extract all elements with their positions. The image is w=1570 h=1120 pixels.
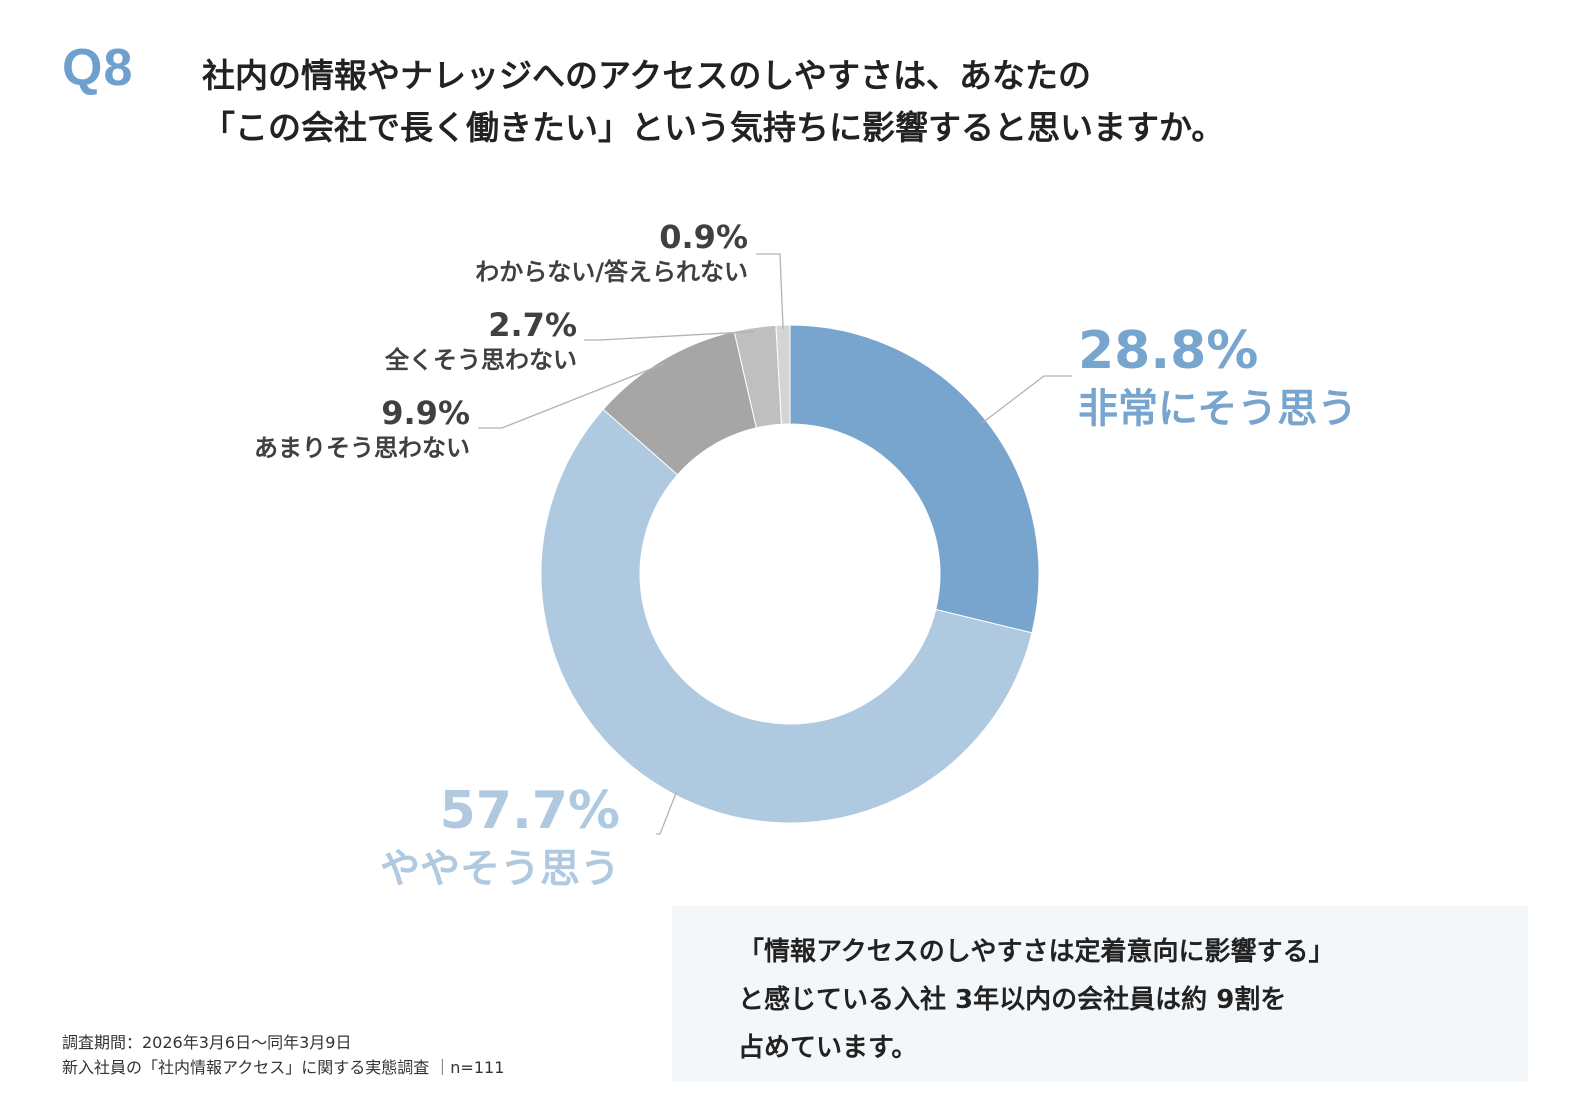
slice-value-label-3: 9.9% xyxy=(381,394,470,432)
slice-value-label-2: 57.7% xyxy=(440,781,620,841)
summary-box: 「情報アクセスのしやすさは定着意向に影響する」 と感じている入社 3年以内の会社… xyxy=(672,906,1528,1082)
slice-category-label-3: あまりそう思わない xyxy=(254,434,470,462)
slice-value-label-4: 2.7% xyxy=(488,306,577,344)
slice-labels: 28.8% 非常にそう思う 57.7% ややそう思う 9.9%あまりそう思わない 2.7%… xyxy=(254,218,1357,892)
donut-slices xyxy=(540,324,1040,824)
question-line-1: 社内の情報やナレッジへのアクセスのしやすさは、あなたの xyxy=(202,56,1092,95)
leader-line-3 xyxy=(478,362,665,429)
survey-period: 調査期間：2026年3月6日～同年3月9日 xyxy=(62,1033,352,1052)
summary-text: 「情報アクセスのしやすさは定着意向に影響する」 と感じている入社 3年以内の会社… xyxy=(738,928,1334,1072)
slice-category-label-2: ややそう思う xyxy=(380,846,620,892)
leader-line-2 xyxy=(656,791,678,835)
leader-line-1 xyxy=(982,375,1072,424)
summary-line-2: と感じている入社 3年以内の会社員は約 9割を xyxy=(738,985,1287,1015)
survey-name: 新入社員の「社内情報アクセス」に関する実態調査 ｜n=111 xyxy=(62,1058,505,1077)
footnote: 調査期間：2026年3月6日～同年3月9日 新入社員の「社内情報アクセス」に関す… xyxy=(62,1030,504,1080)
slice-2 xyxy=(540,408,1033,824)
summary-line-1: 「情報アクセスのしやすさは定着意向に影響する」 xyxy=(738,937,1335,967)
summary-line-3: 占めています。 xyxy=(738,1033,918,1063)
leader-lines xyxy=(478,253,1072,835)
question-line-2: 「この会社で長く働きたい」という気持ちに影響すると思いますか。 xyxy=(202,108,1225,147)
slice-category-label-5: わからない/答えられない xyxy=(475,258,748,286)
leader-line-4 xyxy=(584,330,756,341)
question-text: 社内の情報やナレッジへのアクセスのしやすさは、あなたの 「この会社で長く働きたい… xyxy=(202,50,1224,154)
slice-category-label-4: 全くそう思わない xyxy=(384,346,577,374)
slice-value-label-5: 0.9% xyxy=(659,218,748,256)
slice-value-label-1: 28.8% xyxy=(1078,321,1258,381)
leader-line-5 xyxy=(756,253,784,330)
slice-5 xyxy=(775,324,791,425)
question-number: Q8 xyxy=(62,39,134,97)
slice-category-label-1: 非常にそう思う xyxy=(1078,386,1357,432)
slice-1 xyxy=(789,324,1040,634)
